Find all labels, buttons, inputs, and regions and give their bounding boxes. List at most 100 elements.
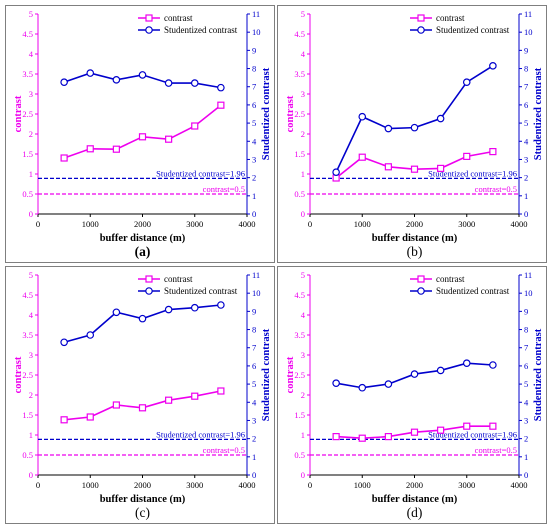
data-point [332,379,340,387]
left-y-tick-label: 2 [301,390,305,400]
x-tick-label: 2000 [406,219,423,229]
data-point [437,164,445,172]
left-y-tick-label: 1 [29,430,33,440]
x-tick-label: 3000 [458,219,475,229]
data-point [138,133,147,141]
legend-entry: contrast [164,13,193,23]
right-y-tick-label: 1 [524,191,528,201]
data-point [489,148,497,156]
left-y-tick-label: 4.5 [22,29,33,39]
data-point [489,422,497,430]
data-point [384,380,393,388]
left-y-tick-label: 4 [301,49,306,59]
left-y-tick-label: 1.5 [294,149,305,159]
data-point [86,413,94,421]
data-point [164,305,173,314]
left-y-tick-label: 2 [29,129,33,139]
x-tick-label: 2000 [134,219,151,229]
right-y-tick-label: 5 [252,379,256,389]
left-y-tick-label: 3 [29,350,33,360]
legend-marker [145,26,153,34]
data-point [112,76,121,84]
right-y-tick-label: 2 [252,173,256,183]
right-y-tick-label: 1 [252,191,256,201]
data-point [60,154,68,162]
right-y-tick-label: 8 [252,325,256,335]
left-y-tick-label: 4 [29,310,34,320]
x-tick-label: 2000 [406,480,423,490]
right-y-tick-label: 7 [252,82,256,92]
right-y-tick-label: 4 [524,136,529,146]
left-y-tick-label: 0 [29,209,33,219]
x-tick-label: 3000 [186,480,203,490]
reference-line-label: contrast=0.5 [475,445,517,455]
x-tick-label: 2000 [134,480,151,490]
reference-line-label: contrast=0.5 [203,445,245,455]
right-y-tick-label: 0 [524,470,528,480]
right-y-axis-label: Studentized contrast [261,328,272,421]
right-y-tick-label: 3 [252,154,256,164]
left-y-tick-label: 3.5 [294,330,305,340]
legend-marker [417,275,425,283]
data-point [463,152,471,160]
left-y-tick-label: 1 [301,430,305,440]
chart-panel-b: 0 1000 2000 3000 4000 0 0.5 1 1.5 2 2.5 3 3.5 4 4.5 5 0 1… [277,5,547,263]
left-y-tick-label: 3.5 [22,69,33,79]
data-point [410,165,419,173]
chart-panel-a: 0 1000 2000 3000 4000 0 0.5 1 1.5 2 2.5 3 3.5 4 4.5 5 0 1… [5,5,275,263]
right-y-tick-label: 10 [524,27,533,37]
left-y-tick-label: 1.5 [22,410,33,420]
right-y-tick-label: 9 [524,45,528,55]
left-y-tick-label: 3 [29,89,33,99]
data-point [437,426,445,434]
right-y-tick-label: 0 [252,209,256,219]
right-y-tick-label: 11 [524,9,532,19]
right-y-tick-label: 1 [252,452,256,462]
left-y-tick-label: 2.5 [294,370,305,380]
chart-panel-c: 0 1000 2000 3000 4000 0 0.5 1 1.5 2 2.5 3 3.5 4 4.5 5 0 1… [5,266,275,524]
legend-marker [145,287,153,295]
x-tick-label: 4000 [511,219,528,229]
left-y-axis-label: contrast [285,356,296,393]
left-y-tick-label: 2.5 [22,109,33,119]
right-y-tick-label: 4 [524,397,529,407]
right-y-tick-label: 5 [524,118,528,128]
x-tick-label: 4000 [239,480,256,490]
chart-svg: 0 1000 2000 3000 400000.511.522.533.544.5501… [285,9,544,259]
x-axis-label: buffer distance (m) [372,233,458,244]
data-point [86,331,95,339]
data-point [112,145,120,153]
data-point [436,366,445,375]
data-point [165,396,173,404]
left-y-tick-label: 0 [301,209,305,219]
data-point [165,135,173,143]
right-y-tick-label: 9 [252,45,256,55]
x-tick-label: 4000 [511,480,528,490]
left-y-tick-label: 5 [301,9,305,19]
legend-entry: Studentized contrast [164,25,238,35]
reference-line-label: Studentized contrast=1.96 [156,168,245,178]
right-y-tick-label: 11 [252,9,260,19]
right-y-tick-label: 7 [524,343,528,353]
data-point [138,404,147,412]
data-point [86,145,94,153]
data-point [358,153,366,161]
right-y-tick-label: 6 [524,361,528,371]
right-y-tick-label: 6 [524,100,528,110]
right-y-tick-label: 6 [252,100,256,110]
right-y-tick-label: 4 [252,397,257,407]
right-y-tick-label: 11 [252,270,260,280]
data-point [358,383,367,392]
left-y-tick-label: 2 [301,129,305,139]
legend-marker [417,14,425,22]
data-point [60,78,68,86]
left-y-tick-label: 2.5 [22,370,33,380]
left-y-tick-label: 1.5 [294,410,305,420]
right-y-tick-label: 1 [524,452,528,462]
right-y-tick-label: 5 [252,118,256,128]
data-point [164,79,173,87]
x-axis-label: buffer distance (m) [372,494,458,505]
data-point [462,78,471,86]
right-y-tick-label: 11 [524,270,532,280]
data-point [191,122,199,130]
